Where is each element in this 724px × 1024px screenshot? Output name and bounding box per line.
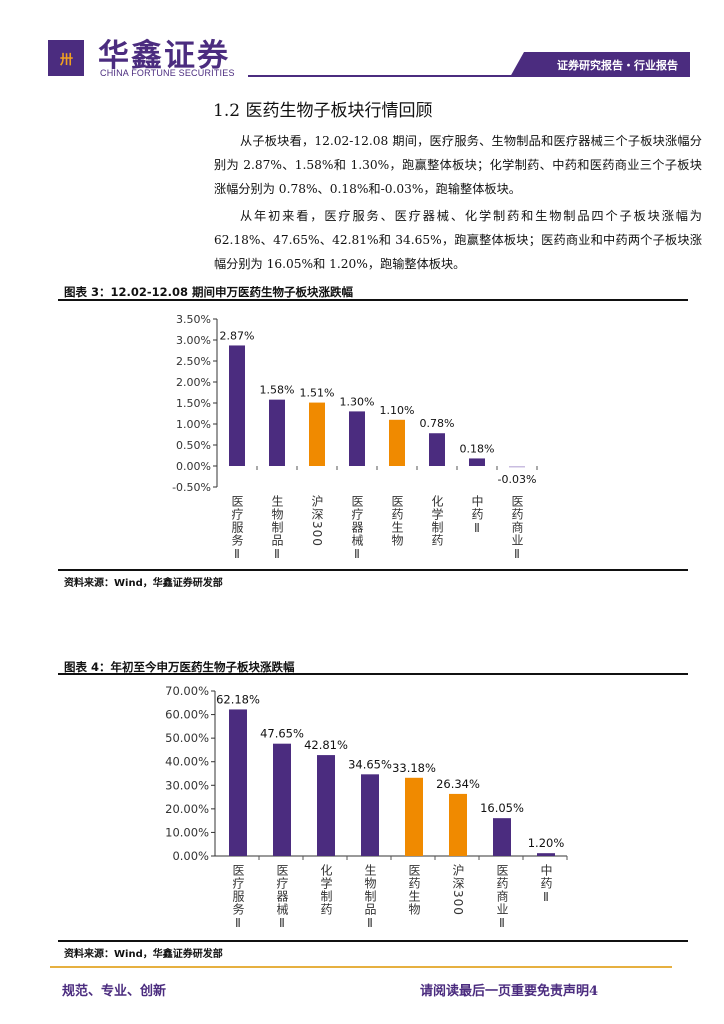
data-label: 33.18% (392, 761, 436, 775)
y-tick-label: 0.50% (176, 439, 211, 452)
paragraph-ytd: 从年初来看，医疗服务、医疗器械、化学制药和生物制品四个子板块涨幅为 62.18%… (214, 209, 702, 271)
data-label: 47.65% (260, 727, 304, 741)
y-tick-label: -0.50% (172, 481, 211, 494)
banner-text: 证券研究报告・行业报告 (557, 58, 678, 72)
data-label: 1.51% (300, 387, 335, 400)
category-label: 生物制品Ⅱ (363, 864, 377, 931)
data-label: 0.78% (420, 417, 455, 430)
data-label: 42.81% (304, 738, 348, 752)
data-label: 62.18% (216, 692, 260, 706)
data-label: -0.03% (498, 473, 537, 486)
category-label: 化学制药 (319, 864, 333, 916)
figure-3-top-rule (58, 299, 688, 301)
bar (493, 818, 511, 856)
category-label: 生物制品Ⅱ (270, 495, 284, 562)
footer-disclaimer: 请阅读最后一页重要免责声明4 (420, 980, 598, 999)
data-label: 26.34% (436, 777, 480, 791)
bar (449, 793, 467, 856)
bar (537, 853, 555, 856)
category-label: 医药生物 (390, 495, 404, 547)
figure-4-top-rule (58, 673, 688, 675)
chart-ytd-sub-sector-returns: 70.00% 60.00% 50.00% 40.00% 30.00% 20.00% 10.0… (165, 684, 568, 931)
category-label: 医疗器械Ⅱ (275, 864, 289, 931)
report-type-banner: 证券研究报告・行业报告 (510, 52, 690, 77)
figure-4-title: 图表 4：年初至今申万医药生物子板块涨跌幅 (64, 660, 295, 674)
bar (429, 433, 445, 466)
y-tick-label: 3.50% (176, 313, 211, 326)
y-tick-label: 1.50% (176, 397, 211, 410)
y-tick-label: 0.00% (176, 460, 211, 473)
page-number: 4 (589, 984, 599, 999)
category-label: 医疗器械Ⅱ (350, 495, 364, 562)
data-label: 34.65% (348, 757, 392, 771)
disclaimer-text: 请阅读最后一页重要免责声明 (420, 984, 590, 999)
bar (317, 755, 335, 856)
bar (509, 466, 525, 468)
bar (361, 774, 379, 856)
y-tick-label: 30.00% (165, 778, 209, 792)
brand-name-cn: 华鑫证券 (98, 38, 230, 74)
bar (273, 743, 291, 856)
brand-name-en: CHINA FORTUNE SECURITIES (100, 68, 235, 78)
category-label: 沪深300 (451, 864, 465, 916)
paragraph-weekly: 从子板块看，12.02-12.08 期间，医疗服务、生物制品和医疗器械三个子板块… (214, 134, 702, 196)
y-tick-label: 40.00% (165, 755, 209, 769)
bar (269, 399, 285, 466)
y-tick-label: 0.00% (172, 849, 209, 863)
y-tick-label: 20.00% (165, 802, 209, 816)
bar (389, 419, 405, 466)
category-label: 中药Ⅱ (539, 863, 553, 905)
data-label: 1.20% (528, 836, 565, 850)
y-tick-label: 10.00% (165, 825, 209, 839)
data-label: 1.10% (380, 404, 415, 417)
bar (469, 458, 485, 466)
data-label: 1.58% (260, 384, 295, 397)
chart-weekly-sub-sector-returns: 3.50% 3.00% 2.50% 2.00% 1.50% 1.00% 0.50% 0.00%… (172, 313, 538, 562)
y-tick-label: 60.00% (165, 708, 209, 722)
category-label: 医药生物 (407, 864, 421, 916)
y-tick-label: 2.00% (176, 376, 211, 389)
category-label: 化学制药 (430, 495, 444, 547)
category-label: 医药商业Ⅱ (495, 864, 509, 931)
figure-3-bottom-rule (58, 569, 688, 571)
figure-3-source: 资料来源：Wind，华鑫证券研发部 (64, 578, 223, 589)
category-label: 中药Ⅱ (470, 494, 484, 536)
bar (229, 709, 247, 856)
figure-3-title: 图表 3：12.02-12.08 期间申万医药生物子板块涨跌幅 (64, 285, 354, 299)
y-tick-label: 3.00% (176, 334, 211, 347)
bar (349, 411, 365, 466)
figure-4-bottom-rule (58, 940, 688, 942)
category-label: 医药商业Ⅱ (510, 495, 524, 562)
bar (405, 777, 423, 856)
category-label: 沪深300 (310, 495, 324, 547)
section-heading: 1.2 医药生物子板块行情回顾 (213, 101, 433, 121)
bar (229, 345, 245, 466)
data-label: 0.18% (460, 442, 495, 455)
company-logo-icon: 卅 (48, 40, 84, 76)
category-label: 医疗服务Ⅱ (231, 864, 245, 931)
bar (309, 402, 325, 466)
footer-slogan: 规范、专业、创新 (62, 984, 167, 999)
category-label: 医疗服务Ⅱ (230, 495, 244, 562)
footer-divider (50, 966, 672, 968)
y-tick-label: 50.00% (165, 731, 209, 745)
data-label: 2.87% (220, 329, 255, 342)
header-divider (248, 75, 690, 77)
y-tick-label: 70.00% (165, 684, 209, 698)
y-tick-label: 2.50% (176, 355, 211, 368)
data-label: 16.05% (480, 801, 524, 815)
figure-4-source: 资料来源：Wind，华鑫证券研发部 (64, 949, 223, 960)
y-tick-label: 1.00% (176, 418, 211, 431)
data-label: 1.30% (340, 395, 375, 408)
